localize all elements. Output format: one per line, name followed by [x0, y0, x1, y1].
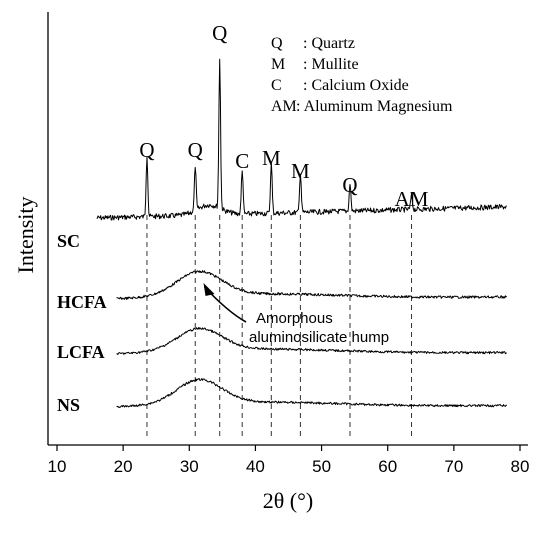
- legend-text: : Mullite: [303, 56, 359, 73]
- peak-label-q: Q: [342, 173, 357, 197]
- x-tick-label: 80: [511, 457, 530, 476]
- series-labels: SC HCFA LCFA NS: [57, 231, 107, 415]
- x-axis-label: 2θ (°): [263, 488, 314, 513]
- series-label-hcfa: HCFA: [57, 292, 107, 312]
- x-tick-label: 70: [444, 457, 463, 476]
- peak-label-m: M: [262, 146, 281, 170]
- diffraction-traces: [96, 58, 508, 408]
- x-tick-label: 50: [312, 457, 331, 476]
- legend-key: Q: [271, 35, 283, 52]
- peak-label-q: Q: [212, 21, 227, 45]
- legend-text: : Aluminum Magnesium: [296, 98, 453, 115]
- series-label-lcfa: LCFA: [57, 342, 105, 362]
- y-axis-label: Intensity: [13, 197, 38, 274]
- annotation-line-1: aluminosilicate hump: [249, 329, 389, 346]
- axes: [47, 12, 528, 446]
- legend-key: M: [271, 56, 285, 73]
- series-label-sc: SC: [57, 231, 80, 251]
- annotation-arrow-head: [203, 283, 215, 296]
- x-tick-label: 30: [180, 457, 199, 476]
- trace-hcfa: [116, 270, 507, 300]
- legend-key: AM: [271, 98, 297, 115]
- series-label-ns: NS: [57, 395, 80, 415]
- x-tick-label: 60: [378, 457, 397, 476]
- x-tick-label: 40: [246, 457, 265, 476]
- trace-ns: [116, 378, 508, 408]
- x-tick-label: 10: [48, 457, 67, 476]
- annotation-line-0: Amorphous: [256, 310, 333, 327]
- legend: Q : Quartz M : Mullite C : Calcium Oxide AM: A…: [271, 35, 453, 115]
- peak-label-q: Q: [139, 138, 154, 162]
- legend-text: : Quartz: [303, 35, 355, 52]
- peak-label-am: AM: [395, 187, 429, 211]
- peak-drop-lines: [146, 215, 413, 437]
- x-ticks: 10 20 30 40 50 60 70 80: [48, 445, 530, 476]
- peak-label-q: Q: [188, 138, 203, 162]
- peak-label-c: C: [235, 149, 249, 173]
- x-tick-label: 20: [114, 457, 133, 476]
- trace-sc: [96, 58, 507, 221]
- trace-lcfa: [116, 327, 507, 355]
- hump-annotation: Amorphous aluminosilicate hump: [203, 283, 389, 346]
- legend-text: : Calcium Oxide: [303, 77, 409, 94]
- legend-key: C: [271, 77, 282, 94]
- peak-label-m: M: [291, 159, 310, 183]
